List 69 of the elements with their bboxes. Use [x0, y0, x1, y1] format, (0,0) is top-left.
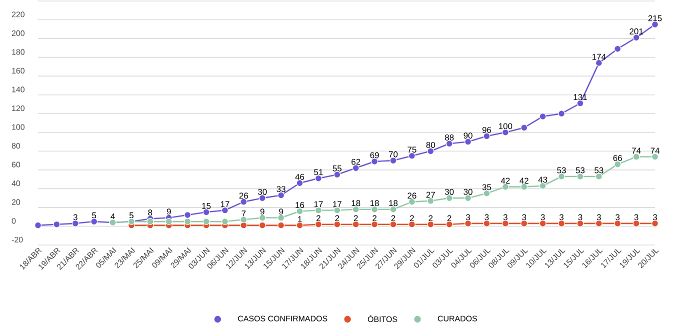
data-label: 9	[279, 208, 284, 215]
data-label: 3	[596, 214, 601, 220]
data-label: 74	[632, 148, 641, 154]
data-label: 2	[354, 215, 358, 222]
data-label: 3	[616, 214, 620, 220]
data-label: 62	[352, 158, 360, 165]
data-label: 3	[466, 214, 470, 220]
data-label: 3	[503, 214, 508, 220]
data-label: 3	[484, 214, 489, 220]
data-label: 75	[408, 146, 416, 153]
data-label: 3	[522, 214, 526, 220]
data-label: 215	[648, 15, 662, 22]
data-label: 42	[500, 178, 510, 184]
data-label: 15	[202, 203, 211, 209]
data-label: 80	[426, 142, 436, 148]
data-label: 30	[464, 188, 472, 195]
data-label: 9	[260, 208, 264, 215]
data-label: 66	[613, 155, 622, 162]
data-label: 100	[499, 123, 512, 130]
data-label: 18	[352, 200, 360, 206]
data-label: 55	[332, 166, 342, 172]
data-label: 18	[370, 200, 379, 206]
data-label: 3	[540, 214, 545, 220]
data-label: 53	[594, 167, 604, 174]
data-label: 2	[447, 215, 452, 222]
data-label: 3	[652, 214, 657, 220]
data-label: 69	[370, 152, 379, 158]
data-label: 53	[576, 167, 585, 174]
data-label: 2	[391, 215, 396, 222]
data-label: 17	[333, 201, 342, 208]
data-label: 46	[295, 174, 304, 180]
data-label: 3	[559, 214, 564, 220]
data-label: 96	[482, 126, 492, 133]
data-label: 2	[410, 215, 414, 222]
data-label: 51	[314, 169, 323, 176]
data-label: 43	[538, 176, 548, 183]
data-label: 2	[335, 215, 340, 222]
data-label: 2	[316, 215, 320, 222]
data-label: 17	[314, 201, 323, 208]
data-label: 3	[578, 214, 582, 220]
data-label: 33	[276, 186, 286, 192]
data-label: 42	[520, 178, 528, 184]
data-label: 5	[92, 212, 96, 218]
data-label: 30	[258, 188, 267, 195]
data-label: 27	[426, 192, 435, 198]
data-label: 17	[220, 201, 230, 208]
data-label: 70	[388, 151, 398, 158]
data-label: 2	[372, 215, 376, 222]
data-label: 1	[298, 216, 302, 222]
data-label: 5	[129, 212, 134, 218]
data-label: 9	[166, 208, 171, 215]
data-label: 53	[557, 167, 566, 174]
data-label: 2	[428, 215, 433, 222]
data-label: 18	[389, 200, 398, 206]
data-label: 90	[464, 132, 472, 139]
data-label: 8	[148, 210, 152, 216]
data-label: 174	[592, 54, 606, 60]
data-label: 4	[110, 213, 115, 220]
data-label: 16	[296, 202, 304, 208]
data-label: 7	[242, 210, 246, 216]
data-label: 26	[239, 192, 248, 199]
data-label: 30	[444, 188, 454, 195]
data-label: 26	[408, 192, 416, 199]
data-label: 201	[630, 28, 643, 34]
data-label: 3	[634, 214, 638, 220]
data-label: 3	[73, 214, 78, 220]
data-label: 35	[482, 184, 492, 190]
data-label: 88	[445, 134, 454, 140]
data-label: 74	[650, 148, 660, 154]
